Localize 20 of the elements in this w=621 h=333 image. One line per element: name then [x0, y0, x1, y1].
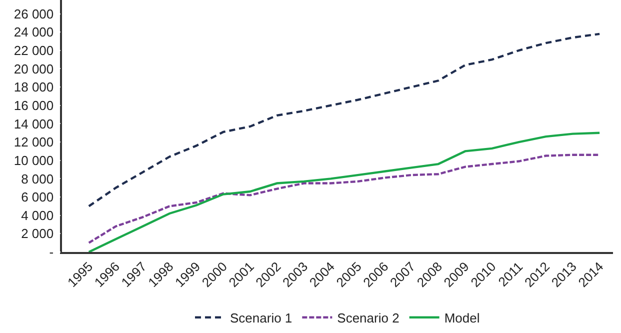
line-series — [88, 154, 601, 244]
legend-label: Model — [444, 310, 480, 326]
y-tick-label: - — [49, 244, 54, 260]
y-tick-label: 16 000 — [14, 98, 54, 113]
y-tick-label: 12 000 — [14, 134, 54, 150]
legend-label: Scenario 1 — [230, 310, 292, 326]
y-tick-label: 14 000 — [14, 116, 54, 132]
y-tick-label: 26 000 — [14, 6, 54, 22]
line-series — [88, 32, 601, 208]
line-series — [88, 132, 601, 252]
y-tick-label: 24 000 — [14, 24, 54, 40]
y-tick-label: 4 000 — [21, 208, 54, 223]
y-tick-label: 6 000 — [21, 190, 54, 205]
y-tick-label: 8 000 — [21, 171, 54, 186]
legend-label: Scenario 2 — [337, 310, 400, 326]
y-tick-label: 22 000 — [14, 42, 54, 58]
y-tick-label: 18 000 — [14, 80, 54, 95]
y-tick-label: 2 000 — [21, 226, 54, 242]
y-tick-label: 10 000 — [14, 152, 54, 168]
y-tick-label: 20 000 — [14, 61, 54, 76]
